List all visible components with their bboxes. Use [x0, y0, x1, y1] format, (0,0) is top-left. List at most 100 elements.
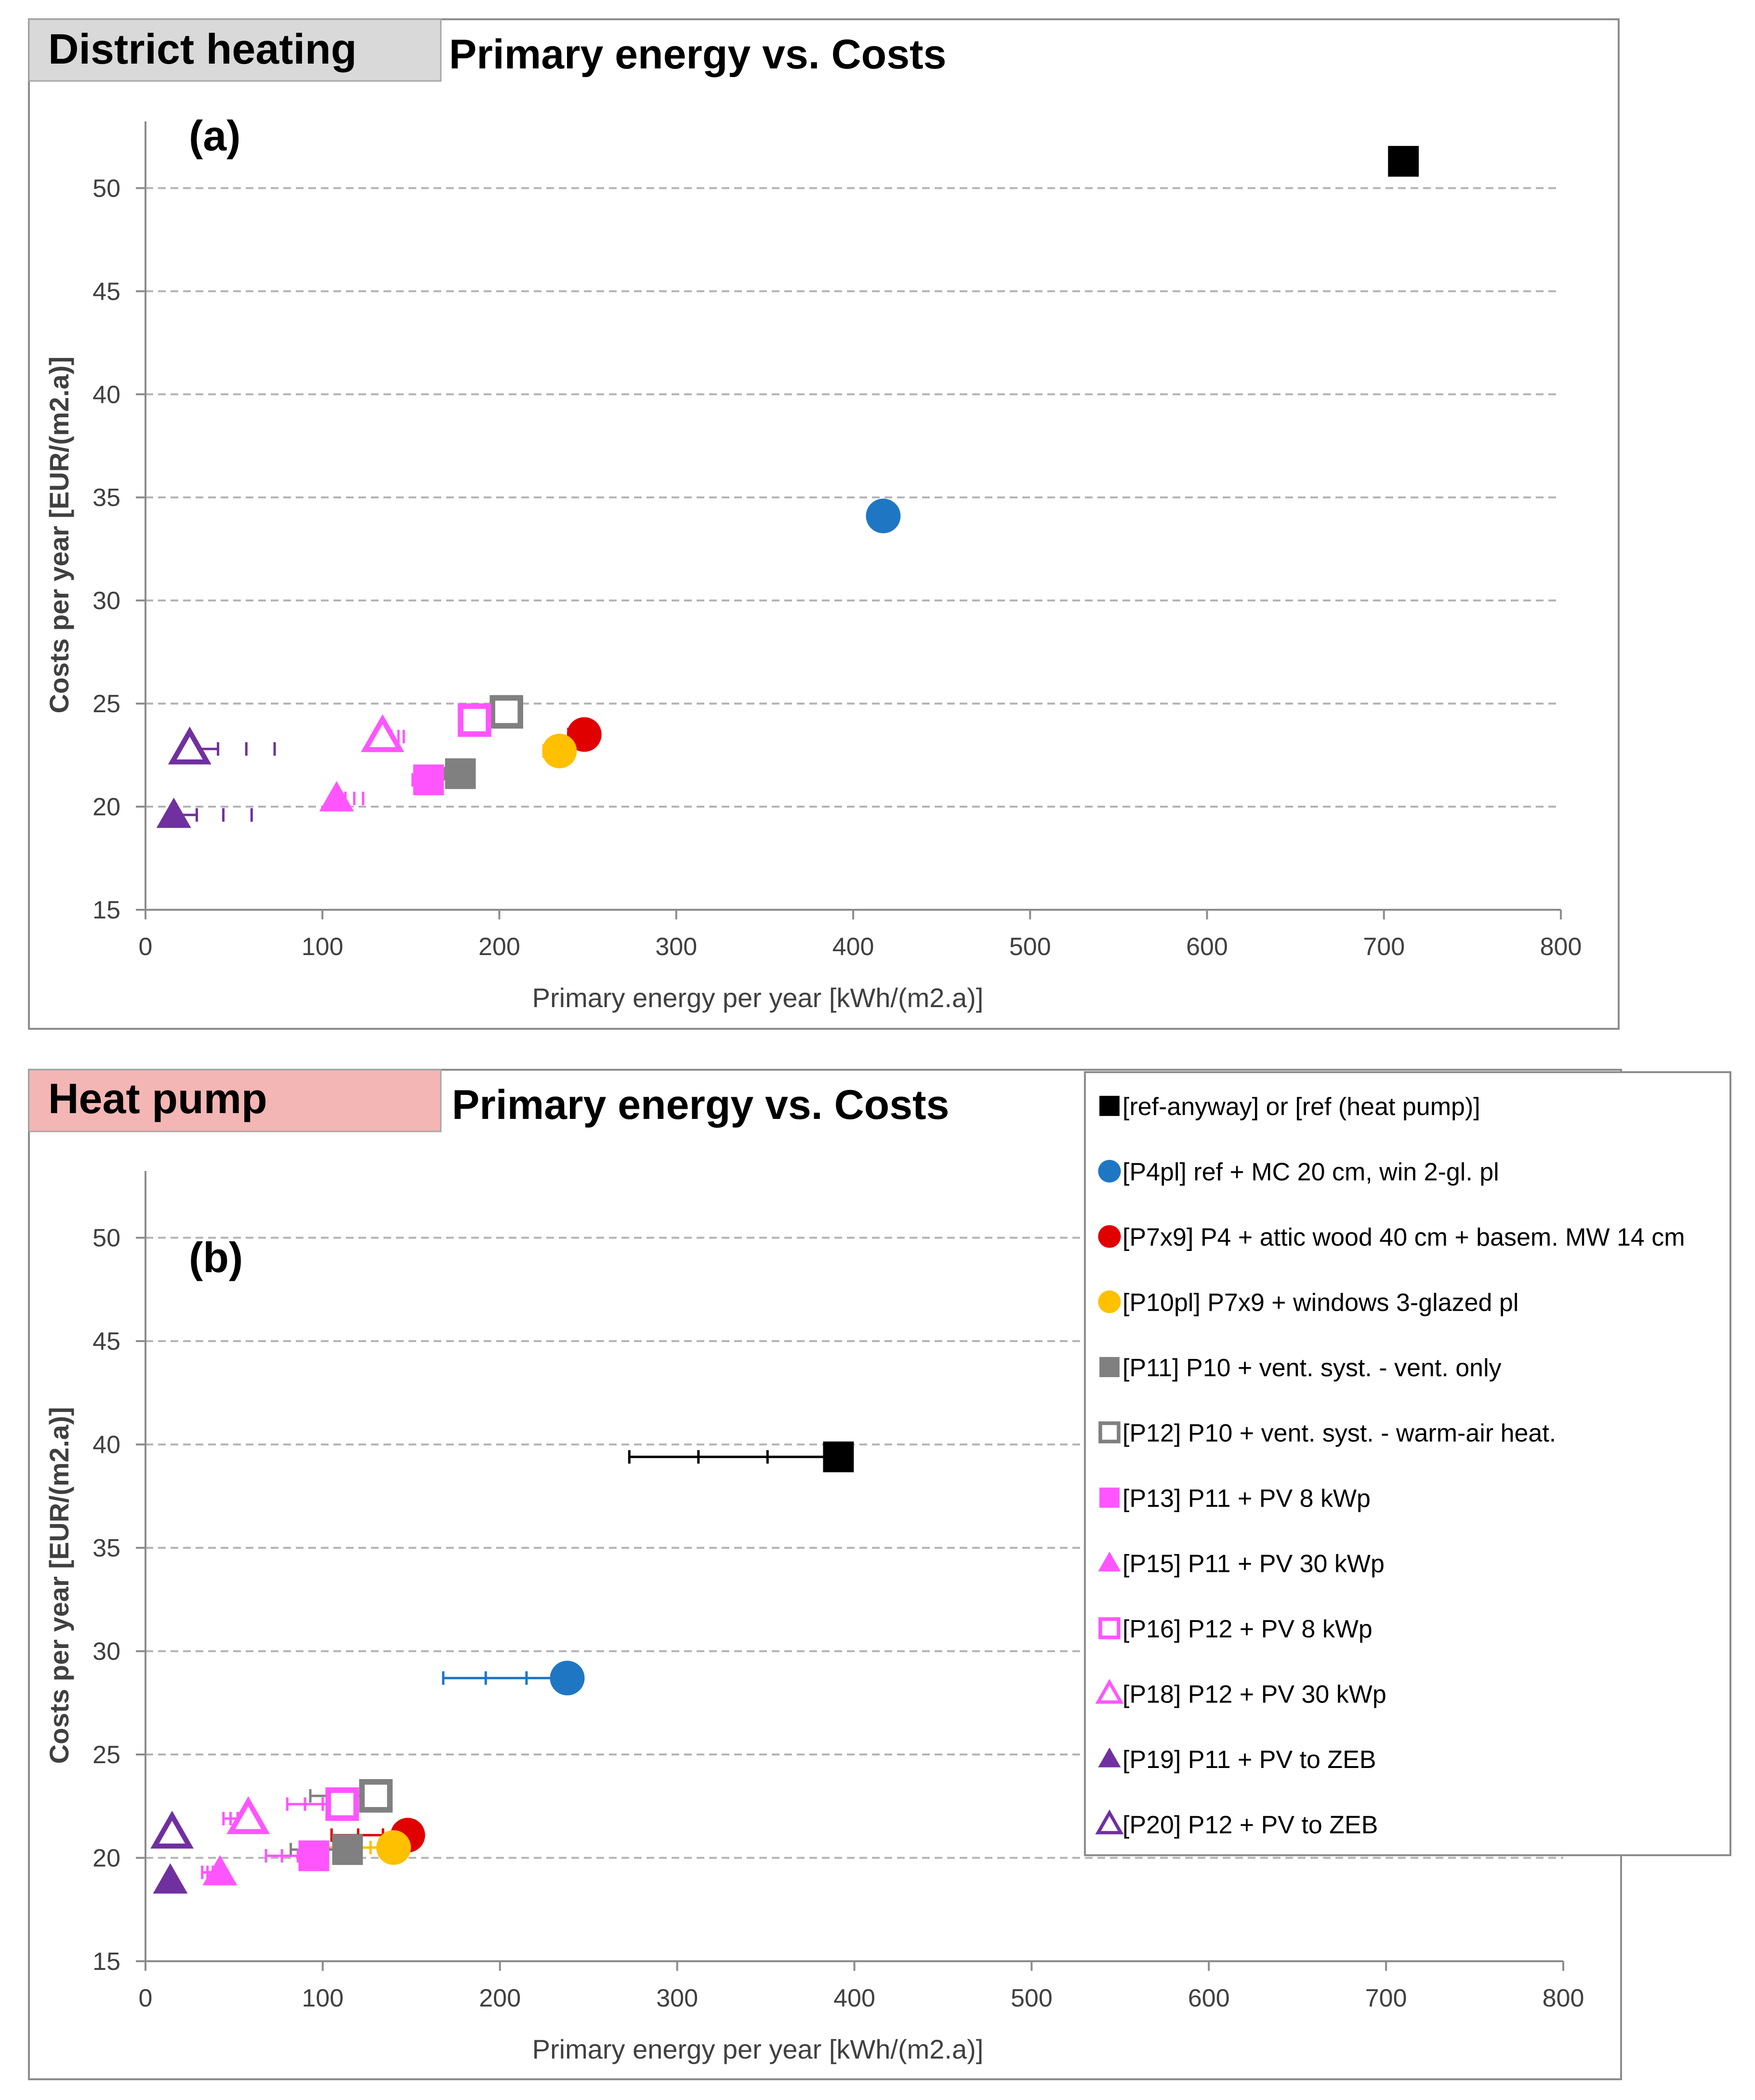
panel-a-point-p4pl: [866, 498, 901, 533]
panel-a-point-p16: [458, 703, 491, 737]
legend-marker-p20: [1095, 1809, 1124, 1834]
panel-a-point-p12: [489, 695, 523, 729]
legend-label-p11: [P11] P10 + vent. syst. - vent. only: [1122, 1354, 1502, 1382]
panel-b-x-tick-label: 600: [1188, 1984, 1230, 2012]
panel-a-point-p15: [319, 781, 354, 811]
panel-a-x-tick-label: 700: [1363, 933, 1405, 961]
panel-b-x-axis-label: Primary energy per year [kWh/(m2.a)]: [532, 2034, 984, 2064]
panel-b-series-p16: [286, 1787, 359, 1821]
legend-label-p7x9: [P7x9] P4 + attic wood 40 cm + basem. MW…: [1122, 1223, 1685, 1251]
panel-b-x-tick-label: 100: [302, 1984, 343, 2012]
legend-label-p15: [P15] P11 + PV 30 kWp: [1122, 1550, 1385, 1578]
panel-a-y-tick-label: 40: [92, 381, 120, 409]
panel-a-x-tick-label: 0: [139, 933, 153, 961]
legend-item-p11: [P11] P10 + vent. syst. - vent. only: [1099, 1354, 1502, 1382]
legend-marker-p19: [1098, 1747, 1121, 1768]
panel-b-point-p13: [298, 1840, 330, 1872]
legend-label-p10pl: [P10pl] P7x9 + windows 3-glazed pl: [1122, 1289, 1518, 1317]
panel-b-y-tick-label: 30: [92, 1638, 120, 1666]
legend-marker-p7x9: [1098, 1225, 1121, 1248]
legend-item-p13: [P13] P11 + PV 8 kWp: [1099, 1485, 1371, 1513]
panel-b-x-tick-label: 400: [833, 1984, 875, 2012]
legend-marker-p10pl: [1098, 1290, 1121, 1314]
panel-b-series-p18: [222, 1796, 270, 1834]
panel-a-y-tick-label: 15: [92, 896, 120, 924]
panel-a-y-tick-label: 35: [92, 484, 120, 512]
panel-a-y-tick-label: 20: [92, 793, 120, 821]
panel-b-x-tick-label: 0: [139, 1984, 153, 2012]
panel-b-x-tick-label: 200: [479, 1984, 521, 2012]
panel-a-x-tick-label: 800: [1540, 933, 1582, 961]
panel-a-series-p11: [443, 758, 476, 789]
legend-item-p18: [P18] P12 + PV 30 kWp: [1095, 1679, 1386, 1709]
panel-b-title: Primary energy vs. Costs: [452, 1082, 950, 1128]
legend-item-ref: [ref-anyway] or [ref (heat pump)]: [1099, 1093, 1480, 1121]
panel-b-y-tick-label: 25: [92, 1741, 120, 1769]
panel-b-point-p11: [332, 1834, 363, 1865]
panel-b-y-tick-label: 45: [92, 1328, 120, 1356]
panel-b-y-tick-label: 50: [92, 1224, 120, 1252]
panel-b-series-ref: [628, 1441, 854, 1473]
panel-b-tag: Heat pump: [48, 1075, 267, 1122]
legend-item-p19: [P19] P11 + PV to ZEB: [1098, 1746, 1376, 1774]
panel-a-point-p18: [361, 714, 405, 752]
legend-item-p10pl: [P10pl] P7x9 + windows 3-glazed pl: [1098, 1289, 1518, 1317]
panel-a-y-tick-label: 25: [92, 690, 120, 718]
panel-b-series-p20: [150, 1810, 194, 1849]
panel-a-frame: [28, 18, 1620, 1030]
panel-a-series-p19: [156, 797, 253, 828]
legend-item-p20: [P20] P12 + PV to ZEB: [1095, 1809, 1378, 1839]
panel-a-y-tick-label: 30: [92, 587, 120, 615]
panel-a-point-p13: [413, 764, 444, 796]
panel-a-series-p12: [489, 695, 523, 729]
legend-marker-p18: [1095, 1679, 1124, 1704]
panel-b-series-p19: [153, 1863, 188, 1894]
panel-a-series-p10pl: [542, 733, 577, 769]
panel-a-point-p20: [168, 726, 211, 765]
panel-b-point-p20: [150, 1810, 194, 1849]
panel-a-y-tick-label: 50: [92, 174, 120, 202]
panel-a-point-p11: [445, 758, 476, 789]
panel-a-series-p18: [361, 714, 405, 752]
panel-a-y-tick-label: 45: [92, 278, 120, 306]
legend-label-p19: [P19] P11 + PV to ZEB: [1122, 1746, 1376, 1774]
panel-a-tag-box: [28, 18, 442, 82]
panel-b-y-tick-label: 40: [92, 1431, 120, 1459]
legend-label-p20: [P20] P12 + PV to ZEB: [1122, 1811, 1378, 1839]
panel-a-series-p7x9: [567, 717, 602, 752]
legend-items: [ref-anyway] or [ref (heat pump)] [P4pl] …: [1095, 1093, 1685, 1839]
legend-item-p15: [P15] P11 + PV 30 kWp: [1098, 1550, 1385, 1578]
panel-a-point-p7x9: [567, 717, 602, 752]
legend-marker-p4pl: [1098, 1159, 1121, 1183]
panel-b-point-p15: [202, 1855, 238, 1886]
legend-label-p16: [P16] P12 + PV 8 kWp: [1122, 1615, 1372, 1643]
panel-b-series-p4pl: [442, 1661, 585, 1696]
legend-item-p12: [P12] P10 + vent. syst. - warm-air heat.: [1098, 1420, 1556, 1448]
legend-marker-p16: [1098, 1617, 1121, 1639]
legend-label-p18: [P18] P12 + PV 30 kWp: [1122, 1681, 1386, 1709]
panel-b-point-p10pl: [376, 1830, 411, 1865]
panel-a-x-tick-label: 100: [302, 933, 343, 961]
panel-a-point-p19: [156, 797, 191, 828]
panel-a-y-axis-label: Costs per year [EUR/(m2.a)]: [44, 357, 74, 714]
panel-a-x-tick-label: 500: [1009, 933, 1051, 961]
panel-b-point-p4pl: [550, 1661, 585, 1696]
panel-b-y-tick-label: 15: [92, 1948, 120, 1976]
legend-item-p7x9: [P7x9] P4 + attic wood 40 cm + basem. MW…: [1098, 1223, 1685, 1251]
panel-a-x-tick-label: 200: [478, 933, 520, 961]
panel-b-y-tick-label: 20: [92, 1845, 120, 1873]
panel-district-heating: District heating Primary energy vs. Cost…: [28, 18, 1620, 1030]
legend-marker-p11: [1099, 1357, 1120, 1377]
legend-label-p12: [P12] P10 + vent. syst. - warm-air heat.: [1122, 1420, 1556, 1448]
panel-a-series-p20: [168, 726, 276, 765]
legend-box: [1084, 1071, 1731, 1856]
panel-b-series-p13: [264, 1840, 330, 1872]
legend: [ref-anyway] or [ref (heat pump)] [P4pl] …: [1084, 1071, 1731, 1856]
panel-a-series-p13: [411, 764, 444, 796]
legend-marker-p12: [1098, 1421, 1121, 1444]
panel-a-point-ref: [1388, 146, 1419, 177]
panel-b-x-tick-label: 800: [1543, 1984, 1584, 2012]
panel-a-series-p16: [458, 703, 491, 737]
legend-label-p4pl: [P4pl] ref + MC 20 cm, win 2-gl. pl: [1122, 1158, 1499, 1186]
